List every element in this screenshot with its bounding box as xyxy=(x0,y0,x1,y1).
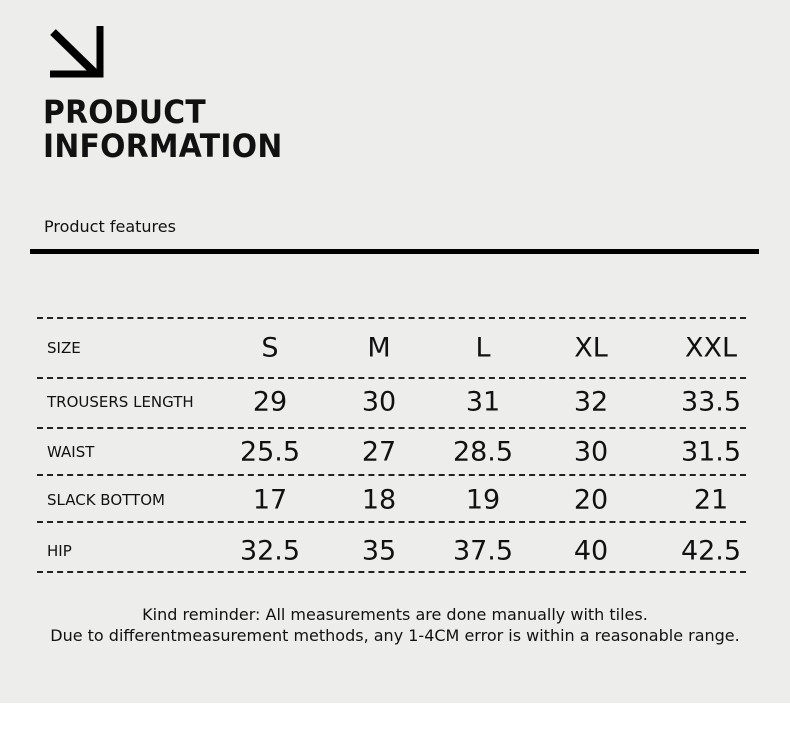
measurement-cell: 35 xyxy=(361,535,397,567)
dashed-divider xyxy=(37,474,746,476)
measurement-cell: 29 xyxy=(252,386,288,418)
size-header-cell: XL xyxy=(574,332,608,364)
table-row: TROUSERS LENGTH 29 30 31 32 33.5 xyxy=(0,382,790,422)
measurement-cell: 31 xyxy=(465,386,501,418)
measurement-cell: 19 xyxy=(465,484,501,516)
dashed-divider xyxy=(37,377,746,379)
dashed-divider xyxy=(37,571,746,573)
measurement-cell: 17 xyxy=(252,484,288,516)
measurement-cell: 33.5 xyxy=(680,386,742,418)
measurement-cell: 40 xyxy=(573,535,609,567)
size-header-cell: S xyxy=(261,332,279,364)
size-header-cell: M xyxy=(367,332,391,364)
row-label: SIZE xyxy=(47,339,81,357)
measurement-cell: 27 xyxy=(361,436,397,468)
size-header-cell: XXL xyxy=(684,332,738,364)
measurement-cell: 20 xyxy=(573,484,609,516)
row-label: SLACK BOTTOM xyxy=(47,491,165,509)
dashed-divider xyxy=(37,317,746,319)
row-label: HIP xyxy=(47,542,72,560)
measurement-cell: 30 xyxy=(361,386,397,418)
subtitle: Product features xyxy=(44,217,176,236)
measurement-cell: 32.5 xyxy=(239,535,301,567)
measurement-cell: 31.5 xyxy=(680,436,742,468)
row-label: TROUSERS LENGTH xyxy=(47,393,194,411)
measurement-cell: 42.5 xyxy=(680,535,742,567)
measurement-cell: 37.5 xyxy=(452,535,514,567)
measurement-cell: 32 xyxy=(573,386,609,418)
row-label: WAIST xyxy=(47,443,95,461)
title-line-2: INFORMATION xyxy=(43,127,283,165)
measurement-cell: 21 xyxy=(693,484,729,516)
divider xyxy=(30,249,759,254)
dashed-divider xyxy=(37,427,746,429)
measurement-cell: 28.5 xyxy=(452,436,514,468)
title-line-1: PRODUCT xyxy=(43,93,206,131)
dashed-divider xyxy=(37,521,746,523)
note-line-2: Due to differentmeasurement methods, any… xyxy=(50,626,740,645)
page-title: PRODUCT INFORMATION xyxy=(43,95,283,163)
header-row: SIZE S M L XL XXL xyxy=(0,328,790,368)
note-line-1: Kind reminder: All measurements are done… xyxy=(142,605,648,624)
table-row: SLACK BOTTOM 17 18 19 20 21 xyxy=(0,480,790,520)
measurement-cell: 30 xyxy=(573,436,609,468)
table-row: WAIST 25.5 27 28.5 30 31.5 xyxy=(0,432,790,472)
product-info-panel: PRODUCT INFORMATION Product features SIZ… xyxy=(0,0,790,703)
size-header-cell: L xyxy=(475,332,491,364)
table-row: HIP 32.5 35 37.5 40 42.5 xyxy=(0,531,790,571)
arrow-down-right-icon xyxy=(50,26,104,78)
measurement-cell: 18 xyxy=(361,484,397,516)
measurement-cell: 25.5 xyxy=(239,436,301,468)
